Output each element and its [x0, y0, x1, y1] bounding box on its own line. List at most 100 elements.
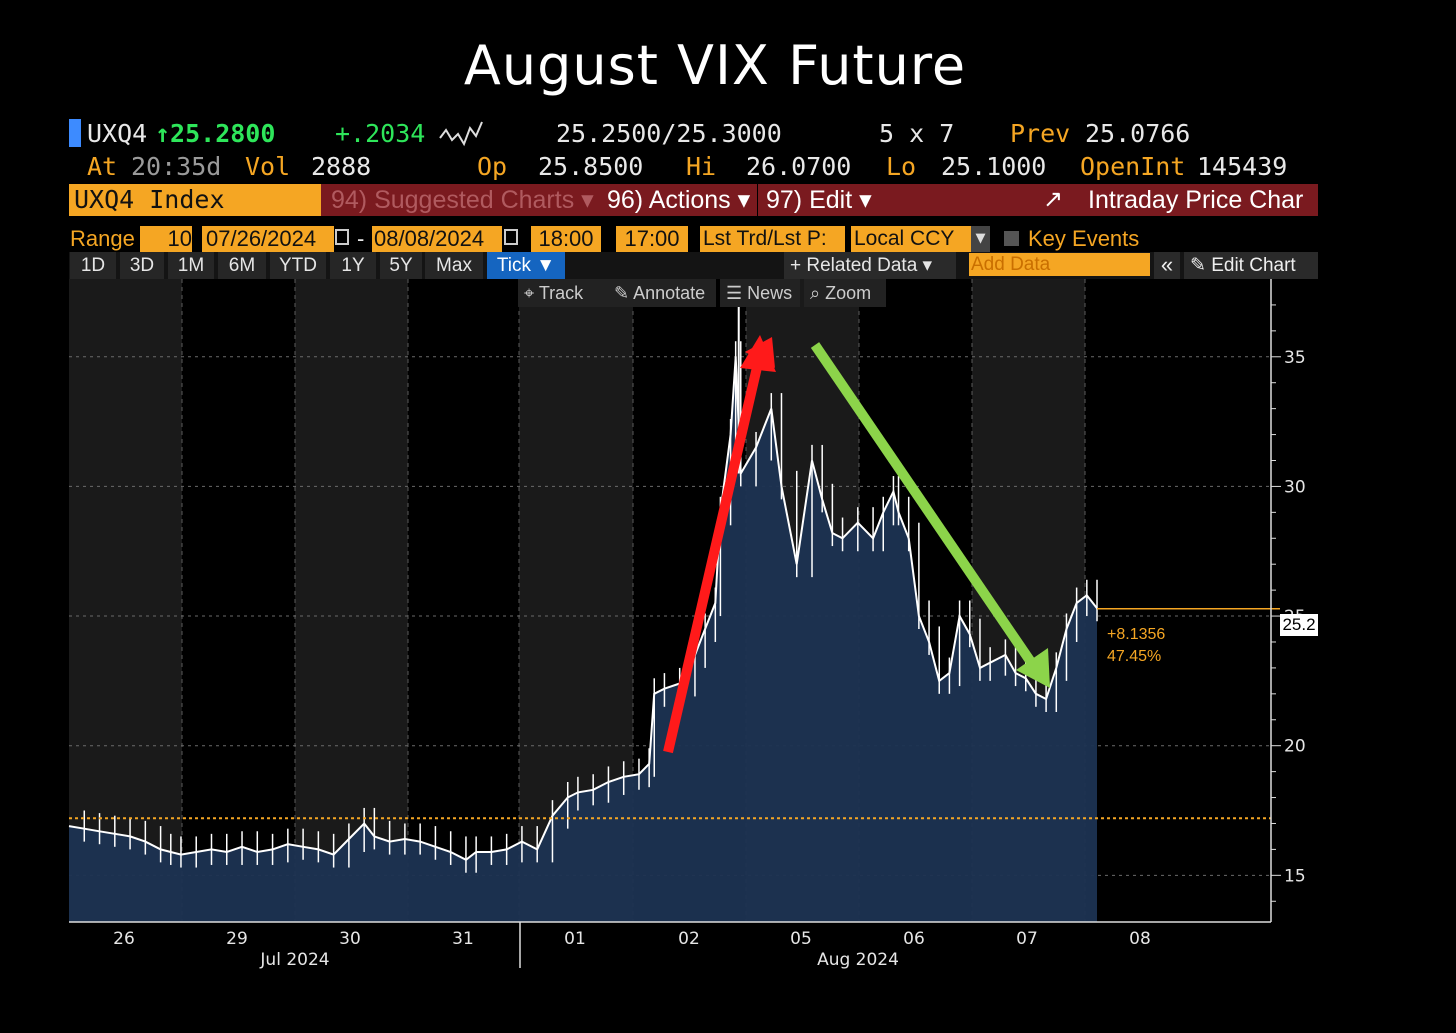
start-date[interactable]: 07/26/2024 [202, 226, 334, 252]
security-field[interactable]: UXQ4 Index [69, 184, 322, 216]
period-3d[interactable]: 3D [120, 252, 164, 279]
period-1d[interactable]: 1D [70, 252, 116, 279]
low-label: Lo [886, 152, 917, 181]
period-ytd[interactable]: YTD [270, 252, 326, 279]
x-tick-label: 31 [452, 929, 474, 949]
change-pct: 47.45% [1107, 648, 1162, 665]
y-tick-label: 35 [1284, 348, 1306, 368]
price-mode-select[interactable]: Lst Trd/Lst P: [700, 226, 845, 252]
at-time: 20:35d [131, 152, 222, 181]
zoom-button[interactable]: ⌕ Zoom [804, 279, 886, 307]
price-area [69, 356, 1097, 922]
pencil-icon: ✎ [1190, 255, 1206, 276]
start-time[interactable]: 18:00 [531, 226, 601, 252]
crosshair-icon: ⌖ [524, 283, 535, 303]
range-count[interactable]: 10 [140, 226, 192, 252]
calendar-icon[interactable] [335, 229, 349, 245]
openint-label: OpenInt [1080, 152, 1186, 181]
chart-title: August VIX Future [463, 34, 967, 97]
period-max[interactable]: Max [425, 252, 483, 279]
y-tick-label: 20 [1284, 737, 1306, 757]
x-tick-label: 02 [678, 929, 700, 949]
x-tick-label: 08 [1129, 929, 1151, 949]
sparkline-icon [439, 121, 483, 147]
day-band [182, 279, 295, 922]
period-tick[interactable]: Tick ▼ [487, 252, 565, 279]
x-tick-label: 07 [1016, 929, 1038, 949]
day-band [408, 279, 519, 922]
key-events-label: Key Events [1028, 226, 1140, 251]
down-trend-arrowhead [1016, 648, 1050, 688]
day-band [69, 279, 182, 922]
magnifier-icon: ⌕ [810, 283, 821, 303]
last-price: ↑25.2800 [155, 119, 276, 148]
x-tick-label: 01 [564, 929, 586, 949]
collapse-icon[interactable]: « [1154, 252, 1180, 279]
currency-select[interactable]: Local CCY [851, 226, 972, 252]
bid-ask: 25.2500/25.3000 [556, 119, 782, 148]
news-button[interactable]: ☰ News [720, 279, 800, 307]
month-label: Aug 2024 [817, 950, 899, 970]
add-data-input[interactable]: Add Data [969, 253, 1150, 276]
intraday-label: Intraday Price Char [1088, 186, 1304, 214]
at-label: At [87, 152, 118, 181]
range-dash: - [357, 226, 365, 251]
suggested-charts-menu[interactable]: 94) Suggested Charts ▾ [321, 184, 603, 216]
period-6m[interactable]: 6M [218, 252, 266, 279]
x-tick-label: 05 [790, 929, 812, 949]
net-change: +.2034 [335, 119, 426, 148]
end-date[interactable]: 08/08/2024 [372, 226, 502, 252]
track-label: Track [538, 283, 584, 303]
vol-label: Vol [245, 152, 291, 181]
day-band [1085, 279, 1200, 922]
calendar-icon[interactable] [504, 229, 518, 245]
high-label: Hi [686, 152, 717, 181]
intraday-chart-link[interactable]: ↗ Intraday Price Char [877, 184, 1318, 216]
month-label: Jul 2024 [259, 950, 329, 970]
x-tick-label: 29 [226, 929, 248, 949]
x-tick-label: 26 [113, 929, 135, 949]
low-value: 25.1000 [941, 152, 1047, 181]
chevron-down-icon[interactable]: ▼ [971, 226, 990, 252]
high-value: 26.0700 [746, 152, 852, 181]
prev-label: Prev [1010, 119, 1071, 148]
vol-value: 2888 [311, 152, 372, 181]
edit-chart-label: Edit Chart [1211, 255, 1296, 276]
zoom-label: Zoom [825, 283, 872, 303]
size: 5 x 7 [879, 119, 955, 148]
x-tick-label: 30 [339, 929, 361, 949]
period-1m[interactable]: 1M [168, 252, 214, 279]
up-trend-arrowhead [740, 335, 776, 372]
up-trend-arrow [663, 361, 763, 754]
news-label: News [747, 283, 793, 303]
ticker-marker [69, 119, 81, 147]
edit-menu[interactable]: 97) Edit ▾ [758, 184, 881, 216]
last-price-tag: 25.2 [1280, 614, 1318, 636]
ticker: UXQ4 [87, 119, 148, 148]
change-abs: +8.1356 [1107, 626, 1166, 643]
end-time[interactable]: 17:00 [616, 226, 688, 252]
x-tick-label: 06 [903, 929, 925, 949]
range-label: Range [70, 226, 135, 251]
edit-chart-button[interactable]: ✎ Edit Chart [1184, 252, 1318, 279]
prev-value: 25.0766 [1085, 119, 1191, 148]
pencil-icon: ✎ [614, 283, 630, 303]
annotate-button[interactable]: ✎ Annotate [608, 279, 716, 307]
period-5y[interactable]: 5Y [380, 252, 422, 279]
open-value: 25.8500 [538, 152, 644, 181]
openint-value: 145439 [1197, 152, 1288, 181]
y-tick-label: 30 [1284, 477, 1306, 497]
down-trend-arrow [810, 342, 1040, 671]
period-1y[interactable]: 1Y [330, 252, 376, 279]
function-toolbar: UXQ4 Index 94) Suggested Charts ▾ 96) Ac… [69, 184, 1318, 216]
y-tick-label: 15 [1284, 866, 1306, 886]
news-icon: ☰ [726, 283, 743, 303]
actions-menu[interactable]: 96) Actions ▾ [599, 184, 757, 216]
open-label: Op [477, 152, 508, 181]
annotate-label: Annotate [633, 283, 706, 303]
external-link-icon: ↗ [1043, 186, 1064, 213]
related-data-button[interactable]: + Related Data ▾ [784, 252, 956, 279]
day-band [295, 279, 408, 922]
key-events-checkbox[interactable] [1004, 231, 1019, 246]
